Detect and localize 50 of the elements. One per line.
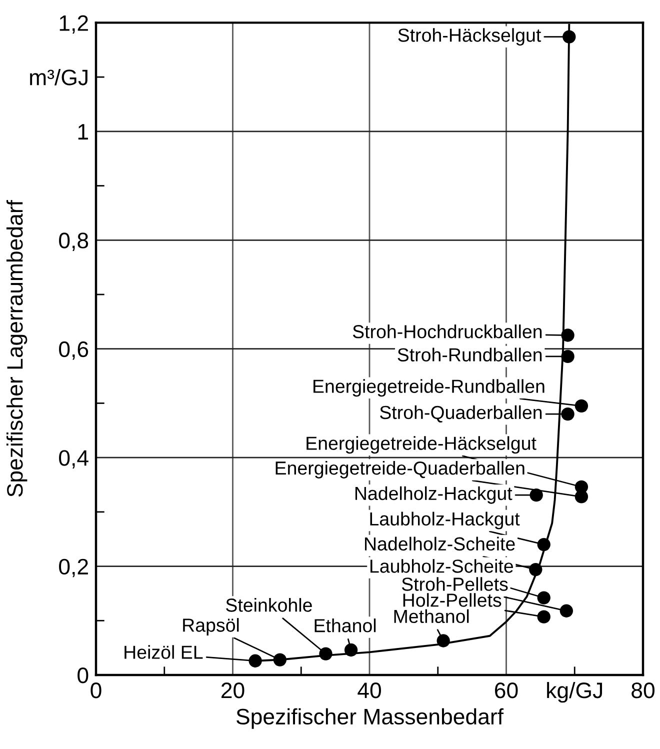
annotation: Laubholz-Hackgut (370, 512, 520, 530)
x-tick-label: kg/GJ (547, 682, 602, 703)
annotation: Laubholz-Scheite (370, 559, 514, 573)
y-tick-label: 1 (78, 124, 88, 140)
y-tick-label: 0,2 (59, 558, 88, 578)
annotation: Stroh-Häckselgut (398, 28, 542, 46)
x-tick-label: 0 (90, 682, 102, 698)
point (529, 562, 542, 576)
point (537, 610, 550, 624)
y-tick-label: 0 (78, 668, 88, 684)
x-axis-title: Spezifischer Massenbedarf (236, 708, 504, 729)
x-tick-label: 60 (495, 682, 518, 698)
annotation: Steinkohle (226, 598, 312, 612)
point (436, 634, 450, 648)
annotation: Nadelholz-Hackgut (355, 486, 512, 504)
annotation: Stroh-Rundballen (398, 348, 542, 362)
x-tick-label: 80 (632, 682, 654, 698)
annotation: Stroh-Hochdruckballen (352, 324, 542, 338)
y-tick-label: 0,4 (59, 450, 88, 468)
annotation: Stroh-Quaderballen (380, 405, 542, 422)
y-tick-label: 0,6 (59, 341, 88, 360)
point (561, 328, 574, 342)
point (574, 399, 588, 413)
annotation: Nadelholz-Scheite (365, 536, 515, 551)
x-tick-label: 40 (358, 682, 381, 698)
point (562, 30, 576, 44)
point (273, 653, 287, 666)
point (319, 647, 332, 660)
annotation: Energiegetreide-Häckselgut (306, 436, 536, 454)
x-tick-label: 20 (222, 682, 244, 698)
annotation: Energiegetreide-Quaderballen (276, 460, 524, 478)
point (560, 604, 574, 618)
annotation: Holz-Pellets (403, 593, 502, 607)
annotation: Methanol (394, 609, 469, 624)
y-axis-title: Spezifischer Lagerraumbedarf (6, 200, 28, 497)
point (344, 643, 358, 657)
annotation: Heizöl EL (124, 645, 203, 659)
annotation: Energiegetreide-Rundballen (314, 379, 544, 397)
annotation: Rapsöl (183, 618, 239, 636)
point (561, 350, 574, 364)
annotation: Stroh-Pellets (402, 577, 508, 591)
point (248, 654, 262, 668)
point (561, 407, 574, 421)
point (574, 490, 588, 504)
y-tick-label: 0,8 (59, 232, 88, 252)
annotation: Ethanol (314, 618, 376, 632)
point (537, 538, 550, 552)
y-tick-label: 1,2 (60, 15, 88, 34)
y-tick-label: m³/GJ (30, 69, 88, 86)
point (537, 591, 550, 604)
